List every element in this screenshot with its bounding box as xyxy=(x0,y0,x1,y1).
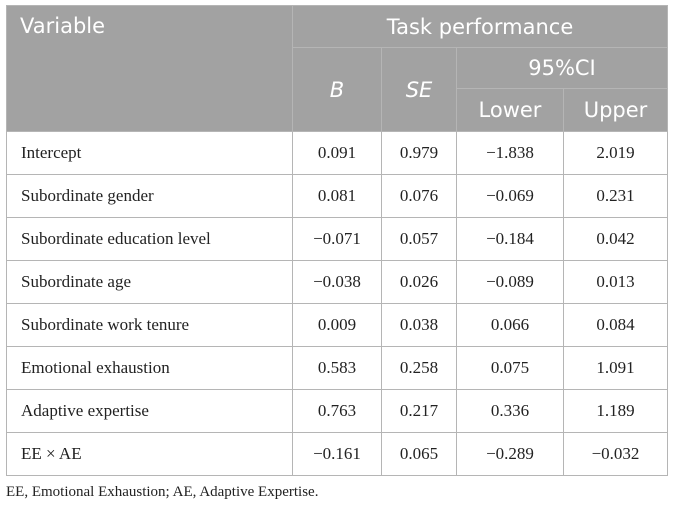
se-cell: 0.979 xyxy=(381,131,457,175)
upper-cell: 0.013 xyxy=(563,260,668,304)
se-cell: 0.038 xyxy=(381,303,457,347)
se-cell: 0.026 xyxy=(381,260,457,304)
variable-cell: Subordinate age xyxy=(6,260,293,304)
b-cell: 0.091 xyxy=(292,131,382,175)
table-row: Subordinate gender 0.081 0.076 −0.069 0.… xyxy=(6,174,668,218)
lower-cell: −0.289 xyxy=(456,432,564,476)
variable-cell: Subordinate education level xyxy=(6,217,293,261)
se-cell: 0.217 xyxy=(381,389,457,433)
table-row: Intercept 0.091 0.979 −1.838 2.019 xyxy=(6,131,668,175)
upper-cell: 0.042 xyxy=(563,217,668,261)
table-row: Subordinate work tenure 0.009 0.038 0.06… xyxy=(6,303,668,347)
b-cell: 0.763 xyxy=(292,389,382,433)
lower-cell: −0.089 xyxy=(456,260,564,304)
lower-cell: 0.336 xyxy=(456,389,564,433)
lower-cell: −0.069 xyxy=(456,174,564,218)
b-cell: −0.161 xyxy=(292,432,382,476)
header-row-1: Variable Task performance xyxy=(6,5,668,132)
table-header: Variable Task performance B SE 95%CI Low… xyxy=(6,5,668,132)
upper-cell: 1.189 xyxy=(563,389,668,433)
ci-header: 95%CI xyxy=(456,47,668,89)
regression-table: Variable Task performance B SE 95%CI Low… xyxy=(6,5,668,476)
b-header: B xyxy=(292,47,382,132)
lower-cell: 0.075 xyxy=(456,346,564,390)
upper-cell: 2.019 xyxy=(563,131,668,175)
upper-cell: 1.091 xyxy=(563,346,668,390)
b-cell: 0.009 xyxy=(292,303,382,347)
table-footnote: EE, Emotional Exhaustion; AE, Adaptive E… xyxy=(6,484,319,500)
upper-header: Upper xyxy=(563,88,668,132)
b-cell: 0.081 xyxy=(292,174,382,218)
se-cell: 0.258 xyxy=(381,346,457,390)
variable-cell: Adaptive expertise xyxy=(6,389,293,433)
b-cell: −0.071 xyxy=(292,217,382,261)
table-row: EE × AE −0.161 0.065 −0.289 −0.032 xyxy=(6,432,668,476)
variable-cell: Emotional exhaustion xyxy=(6,346,293,390)
table-row: Adaptive expertise 0.763 0.217 0.336 1.1… xyxy=(6,389,668,433)
se-cell: 0.057 xyxy=(381,217,457,261)
table-row: Emotional exhaustion 0.583 0.258 0.075 1… xyxy=(6,346,668,390)
table-row: Subordinate age −0.038 0.026 −0.089 0.01… xyxy=(6,260,668,304)
variable-cell: Intercept xyxy=(6,131,293,175)
upper-cell: 0.231 xyxy=(563,174,668,218)
lower-cell: −1.838 xyxy=(456,131,564,175)
variable-header: Variable xyxy=(6,5,293,132)
lower-cell: −0.184 xyxy=(456,217,564,261)
lower-cell: 0.066 xyxy=(456,303,564,347)
b-cell: 0.583 xyxy=(292,346,382,390)
se-header: SE xyxy=(381,47,457,132)
header-row-3: Lower Upper xyxy=(7,88,668,132)
lower-header: Lower xyxy=(456,88,564,132)
se-cell: 0.065 xyxy=(381,432,457,476)
variable-cell: Subordinate work tenure xyxy=(6,303,293,347)
task-performance-header: Task performance xyxy=(292,5,668,48)
variable-cell: EE × AE xyxy=(6,432,293,476)
upper-cell: 0.084 xyxy=(563,303,668,347)
variable-cell: Subordinate gender xyxy=(6,174,293,218)
upper-cell: −0.032 xyxy=(563,432,668,476)
b-cell: −0.038 xyxy=(292,260,382,304)
table-body: Intercept 0.091 0.979 −1.838 2.019 Subor… xyxy=(6,131,668,476)
table-row: Subordinate education level −0.071 0.057… xyxy=(6,217,668,261)
se-cell: 0.076 xyxy=(381,174,457,218)
